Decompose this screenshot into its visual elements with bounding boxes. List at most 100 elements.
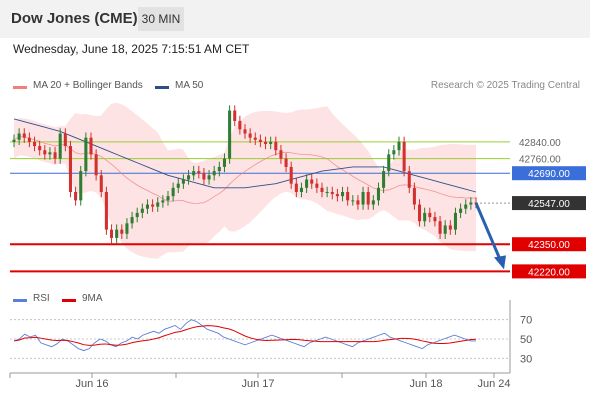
- candle-body: [341, 192, 345, 197]
- candle-body: [12, 139, 16, 142]
- candle-body: [320, 187, 324, 192]
- candle-body: [176, 183, 180, 188]
- instrument-title: Dow Jones (CME): [11, 10, 138, 27]
- candle-body: [402, 141, 406, 172]
- candle-body: [68, 146, 72, 192]
- level-box-42220: [512, 264, 586, 279]
- candle-body: [33, 141, 37, 147]
- candle-body: [48, 152, 52, 155]
- forecast-arrow-head: [494, 255, 506, 270]
- ma9-swatch: [62, 299, 76, 302]
- candle-body: [58, 133, 62, 159]
- candle-body: [181, 179, 185, 184]
- candle-body: [233, 110, 237, 121]
- candle-body: [212, 171, 216, 176]
- candle-body: [335, 194, 339, 197]
- rsi-tick-label: 30: [520, 353, 532, 365]
- candle-body: [274, 141, 278, 151]
- candle-body: [130, 217, 134, 224]
- candle-body: [443, 225, 447, 234]
- level-box-42350: [512, 237, 586, 252]
- candle-body: [197, 171, 201, 174]
- candle-body: [397, 141, 401, 151]
- candle-body: [89, 137, 93, 155]
- candle-body: [423, 212, 427, 222]
- level-label-42690: 42690.00: [528, 169, 570, 180]
- level-box-42547: [512, 196, 586, 211]
- candle-body: [84, 137, 88, 172]
- candle-body: [187, 175, 191, 180]
- rsi-line: [13, 319, 476, 352]
- candle-body: [217, 166, 221, 172]
- candle-body: [382, 171, 386, 188]
- candle-body: [315, 183, 319, 188]
- interval-button[interactable]: 30 MIN: [138, 7, 184, 31]
- time-axis: Jun 16 Jun 17 Jun 18 Jun 24: [9, 300, 511, 390]
- candle-body: [115, 229, 119, 238]
- candle-body: [464, 204, 468, 209]
- level-box-42690: [512, 166, 586, 181]
- candle-body: [310, 179, 314, 184]
- candle-body: [171, 187, 175, 197]
- candle-body: [418, 204, 422, 222]
- candle-body: [228, 110, 232, 159]
- rsi-9ma-line: [13, 325, 477, 346]
- candle-body: [125, 223, 129, 234]
- level-label-42547: 42547.00: [528, 199, 570, 210]
- candle-body: [140, 208, 144, 213]
- candle-body: [253, 137, 257, 140]
- ma9-legend-label: 9MA: [82, 293, 103, 304]
- candle-body: [269, 141, 273, 144]
- candle-body: [412, 187, 416, 205]
- candle-body: [469, 202, 473, 205]
- candle-body: [38, 146, 42, 151]
- candle-body: [161, 200, 165, 203]
- rsi-swatch: [13, 299, 27, 302]
- candle-body: [351, 200, 355, 202]
- candle-body: [387, 154, 391, 172]
- candle-body: [135, 212, 139, 218]
- candle-body: [453, 212, 457, 230]
- candle-body: [166, 196, 170, 201]
- candle-body: [305, 179, 309, 188]
- candle-body: [264, 141, 268, 144]
- candle-body: [376, 187, 380, 201]
- ma50-legend-label: MA 50: [175, 80, 204, 91]
- candle-body: [145, 204, 149, 209]
- candle-body: [110, 229, 114, 238]
- forecast-arrow-layer: [474, 202, 506, 270]
- candle-body: [27, 137, 31, 142]
- ma20-swatch: [13, 86, 27, 89]
- candle-body: [248, 133, 252, 138]
- candle-body: [448, 225, 452, 230]
- level-labels-layer: 42840.00 42760.00 42690.00 42547.00 42350.00…: [512, 138, 586, 279]
- candle-body: [120, 229, 124, 234]
- candle-body: [104, 192, 108, 230]
- candles-layer: [12, 105, 478, 244]
- candle-body: [438, 221, 442, 234]
- candle-body: [258, 139, 262, 142]
- x-tick-label: Jun 16: [75, 378, 108, 390]
- candle-body: [207, 175, 211, 180]
- candle-body: [94, 154, 98, 176]
- candle-body: [222, 158, 226, 167]
- chart-header: Dow Jones (CME) 30 MIN: [0, 0, 590, 38]
- candle-body: [459, 208, 463, 213]
- candle-body: [17, 133, 21, 140]
- candle-body: [294, 183, 298, 192]
- rsi-legend-label: RSI: [33, 293, 50, 304]
- candle-body: [407, 171, 411, 188]
- x-tick-label: Jun 17: [241, 378, 274, 390]
- candle-body: [284, 158, 288, 167]
- candle-body: [53, 152, 57, 159]
- candle-body: [289, 166, 293, 184]
- ma50-swatch: [155, 86, 169, 89]
- candle-body: [79, 171, 83, 201]
- level-label-42350: 42350.00: [528, 240, 570, 251]
- candle-body: [202, 173, 206, 180]
- candle-body: [43, 150, 47, 155]
- forecast-arrow-shaft: [474, 202, 502, 260]
- candle-body: [22, 133, 26, 138]
- rsi-tick-label: 50: [520, 334, 532, 346]
